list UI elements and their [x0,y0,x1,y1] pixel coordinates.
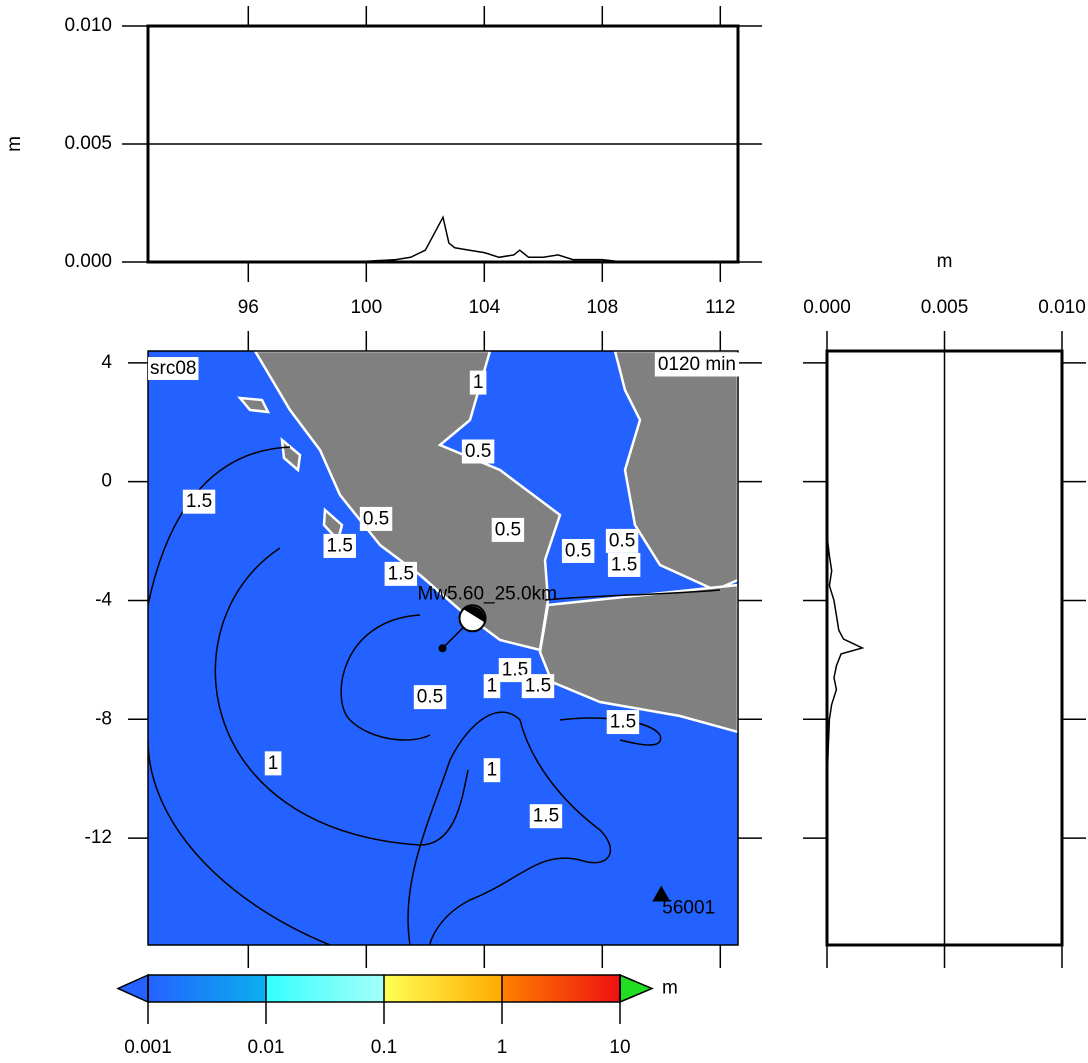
contour-label-box [521,674,555,699]
contour-label-box [323,533,356,558]
contour-label-box [264,751,282,776]
contour-label: 1 [487,676,498,697]
colorbar-label: m [662,978,678,999]
contour-label-box [607,552,641,577]
contour-label-box [413,685,447,710]
contour-label-box [359,506,393,531]
contour-label-box [606,710,640,735]
contour-label: 0.5 [565,540,591,561]
contour-label-box [605,528,639,553]
map-area: 1.51.50.51.50.50.5 0.51.510.51.51 1.50.51.… [148,351,738,945]
contour-label: 1.5 [327,535,353,556]
contour [340,614,431,741]
contour [559,717,662,746]
contour-label: 1 [473,372,484,393]
x-tick-label: 108 [586,297,618,318]
time-label-box [654,352,739,377]
contour-label-box [469,370,487,395]
colorbar-tick-label: 0.1 [371,1037,397,1058]
contour-label: 0.5 [609,530,635,551]
plot-frame [147,350,739,946]
contour-label: 1.5 [525,676,551,697]
contour [214,547,469,846]
contour-label: 1.5 [610,712,636,733]
source-point [438,644,447,653]
color-segment [266,975,384,1002]
map-title: src08 [150,358,196,379]
x-tick-label: 104 [468,297,500,318]
over-triangle [619,973,654,1004]
plot-frame [146,24,740,264]
land [538,583,738,734]
contour [148,446,291,606]
x-tick-label: 0.005 [921,297,969,318]
y-tick-label: 0 [101,471,112,492]
time-label: 0120 min [658,354,736,375]
x-tick-label: 100 [350,297,382,318]
y-tick-label: 4 [101,352,112,373]
land [613,351,738,592]
station-marker [652,885,671,902]
y-tick-label: 0.000 [64,251,112,272]
x-tick-label: 96 [238,297,259,318]
y-axis-label: m [4,136,25,152]
y-tick-label: -12 [85,827,112,848]
under-triangle [116,973,149,1004]
map-title-box [148,357,199,381]
contour [148,739,331,945]
x-tick-label: 0.010 [1038,297,1086,318]
x-tick-label: 0.000 [803,297,851,318]
colorbar-tick-label: 1 [497,1037,508,1058]
contour-label: 0.5 [363,508,389,529]
contour-label: 1.5 [533,806,559,827]
contour-label-box [461,439,495,464]
color-segment [502,975,620,1002]
colorbar-tick-label: 0.01 [248,1037,285,1058]
data-line [336,215,624,263]
x-tick-label: 112 [705,297,735,318]
contour [544,589,721,601]
contour-label-box [561,538,595,563]
contour-label-box [384,561,418,586]
contour-label-box [529,804,563,829]
contour-label: 0.5 [417,687,443,708]
contour-label-box [483,758,501,783]
source-label: Mw5.60_25.0km [418,583,557,604]
contour-label: 0.5 [495,519,521,540]
colorbar-tick-label: 10 [609,1037,630,1058]
contour-label: 1.5 [502,660,528,681]
color-segment [148,975,266,1002]
contour-label-box [491,517,525,542]
color-segment [384,975,502,1002]
y-tick-label: 0.005 [64,133,112,154]
y-tick-label: -4 [95,589,112,610]
contour-label: 1 [487,760,498,781]
y-tick-label: -8 [95,708,112,729]
contour [407,711,611,945]
contour-label-box [483,674,501,699]
beachball-quadrant [463,606,485,623]
contour-label: 1.5 [388,563,414,584]
contour-label: 1 [268,753,279,774]
data-line [826,535,865,788]
y-tick-label: 0.010 [64,15,112,36]
island [237,396,271,414]
plot-frame [825,349,1064,947]
contour-label: 1.5 [186,491,212,512]
colorbar-tick-label: 0.001 [124,1037,172,1058]
contour-label: 0.5 [465,441,491,462]
contour-label: 1.5 [611,554,637,575]
x-axis-label: m [937,251,953,272]
station-label: 56001 [662,898,715,919]
contour-label-box [182,489,216,514]
